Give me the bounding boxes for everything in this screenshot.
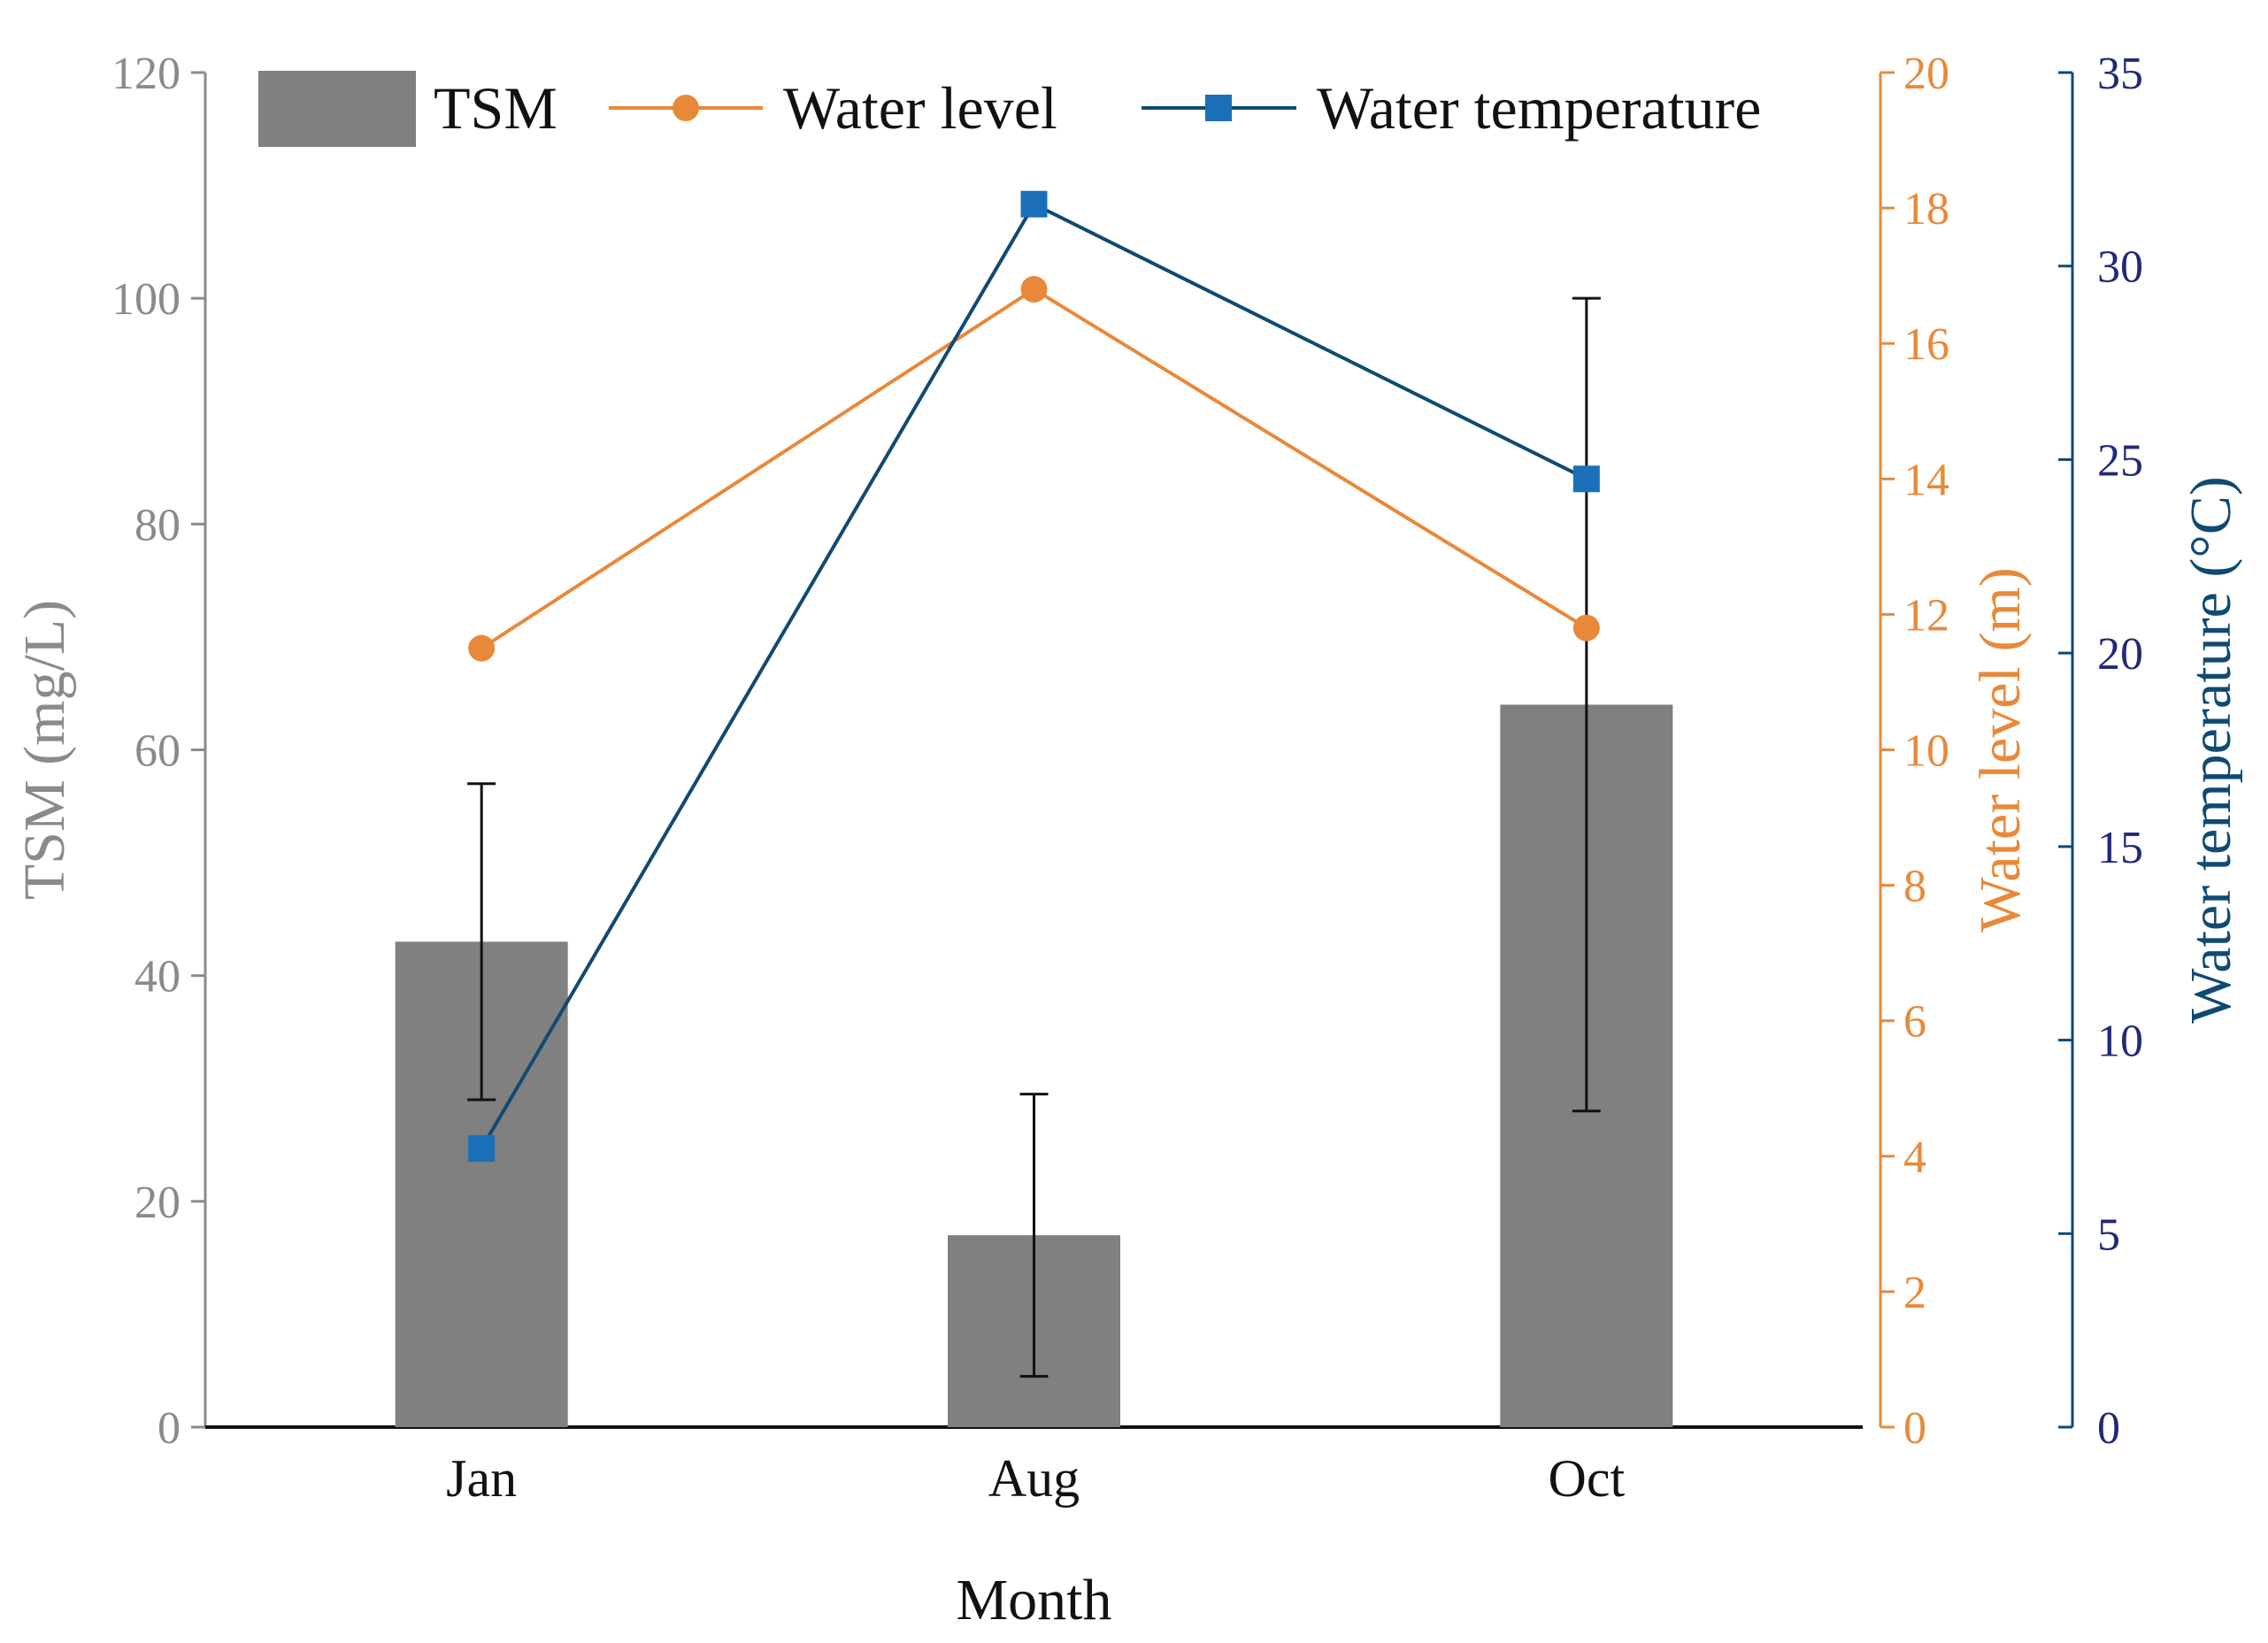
water-level-line xyxy=(481,287,1588,650)
legend-water-temperature-label: Water temperature xyxy=(1317,74,1761,142)
water-temperature-tick-label: 5 xyxy=(2097,1209,2120,1260)
water-temperature-tick-label: 35 xyxy=(2097,49,2143,99)
water-temperature-point-oct xyxy=(1572,465,1600,493)
water-temperature-axis-title: Water temperature (°C) xyxy=(2179,476,2243,1023)
x-axis-title: Month xyxy=(956,1568,1111,1632)
left-tick-label: 40 xyxy=(135,952,181,1002)
water-level-axis-title: Water level (m) xyxy=(1968,567,2033,932)
water-temperature-tick-label: 30 xyxy=(2097,242,2143,293)
water-level-tick-label: 6 xyxy=(1903,997,1926,1048)
series-lines-layer xyxy=(468,190,1600,1163)
water-level-tick-label: 20 xyxy=(1903,49,1949,99)
water-temperature-tick-label: 15 xyxy=(2097,823,2143,873)
legend-water-temperature-marker xyxy=(1205,95,1232,121)
x-tick-label: Aug xyxy=(988,1449,1080,1508)
water-temperature-point-jan xyxy=(468,1135,496,1163)
legend-tsm-swatch xyxy=(258,71,416,147)
left-axis-title: TSM (mg/L) xyxy=(12,600,77,900)
legend-water-level-label: Water level xyxy=(783,74,1057,142)
x-tick-label: Oct xyxy=(1549,1449,1626,1508)
left-tick-label: 0 xyxy=(158,1403,181,1454)
x-tick-label: Jan xyxy=(446,1449,517,1508)
left-tick-label: 120 xyxy=(111,49,181,99)
water-level-tick-label: 10 xyxy=(1903,726,1949,777)
water-level-tick-label: 16 xyxy=(1903,319,1949,370)
legend: TSM Water level Water temperature xyxy=(258,71,1761,147)
left-tick-label: 100 xyxy=(111,274,181,325)
water-level-point-aug xyxy=(1020,275,1048,303)
water-level-tick-label: 8 xyxy=(1903,862,1926,912)
water-level-tick-label: 14 xyxy=(1903,455,1949,505)
left-tick-label: 60 xyxy=(135,726,181,777)
water-level-tick-label: 18 xyxy=(1903,184,1949,234)
water-level-point-oct xyxy=(1572,614,1600,641)
water-temperature-tick-label: 10 xyxy=(2097,1017,2143,1067)
water-level-point-jan xyxy=(468,634,496,662)
left-tick-label: 20 xyxy=(135,1178,181,1228)
water-level-tick-label: 0 xyxy=(1903,1403,1926,1454)
water-temperature-tick-label: 25 xyxy=(2097,435,2143,486)
legend-tsm-label: TSM xyxy=(434,74,557,142)
left-tick-label: 80 xyxy=(135,500,181,550)
water-level-tick-label: 12 xyxy=(1903,590,1949,641)
water-temperature-tick-label: 20 xyxy=(2097,629,2143,679)
water-temperature-tick-label: 0 xyxy=(2097,1403,2120,1454)
water-level-tick-label: 2 xyxy=(1903,1268,1926,1318)
error-bars-layer xyxy=(467,296,1601,1378)
water-temperature-point-aug xyxy=(1020,190,1048,218)
water-level-tick-label: 4 xyxy=(1903,1132,1926,1183)
legend-water-level-marker xyxy=(673,95,699,121)
water-temperature-line xyxy=(480,202,1588,1150)
